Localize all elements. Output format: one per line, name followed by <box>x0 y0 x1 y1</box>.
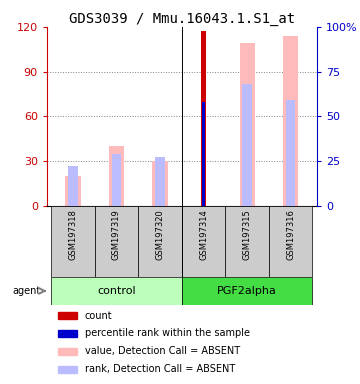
Text: GSM197320: GSM197320 <box>156 209 165 260</box>
Bar <box>138 205 182 277</box>
Bar <box>239 43 255 205</box>
Bar <box>155 157 165 205</box>
Bar <box>112 154 121 205</box>
Bar <box>286 100 296 205</box>
Text: count: count <box>85 311 112 321</box>
Bar <box>58 330 76 337</box>
Bar <box>225 205 269 277</box>
Bar <box>109 146 124 205</box>
Bar <box>51 277 182 305</box>
Text: GSM197318: GSM197318 <box>68 209 77 260</box>
Bar <box>58 366 76 373</box>
Text: rank, Detection Call = ABSENT: rank, Detection Call = ABSENT <box>85 364 235 374</box>
Bar <box>58 348 76 355</box>
Bar <box>51 205 95 277</box>
Bar <box>68 166 78 205</box>
Bar <box>283 36 298 205</box>
Text: GSM197319: GSM197319 <box>112 209 121 260</box>
Bar <box>202 102 205 205</box>
Text: agent: agent <box>12 286 40 296</box>
Bar <box>242 84 252 205</box>
Text: GSM197315: GSM197315 <box>243 209 252 260</box>
Bar <box>58 312 76 319</box>
Bar <box>65 176 81 205</box>
Bar <box>152 161 168 205</box>
Text: control: control <box>97 286 136 296</box>
Text: percentile rank within the sample: percentile rank within the sample <box>85 328 249 338</box>
Bar <box>201 31 206 205</box>
Text: PGF2alpha: PGF2alpha <box>217 286 277 296</box>
Bar <box>182 277 312 305</box>
Bar <box>95 205 138 277</box>
Text: GSM197316: GSM197316 <box>286 209 295 260</box>
Bar <box>269 205 312 277</box>
Text: value, Detection Call = ABSENT: value, Detection Call = ABSENT <box>85 346 240 356</box>
Text: GSM197314: GSM197314 <box>199 209 208 260</box>
Bar <box>182 205 225 277</box>
Title: GDS3039 / Mmu.16043.1.S1_at: GDS3039 / Mmu.16043.1.S1_at <box>69 12 295 26</box>
